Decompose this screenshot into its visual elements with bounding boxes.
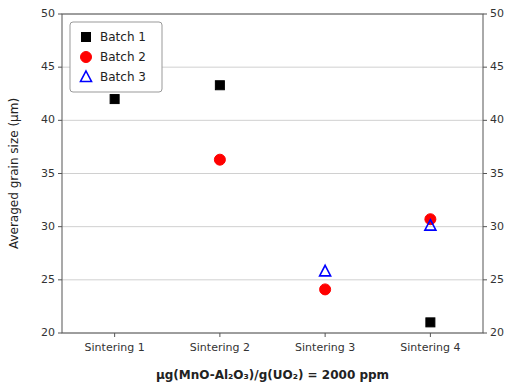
x-axis-label: μg(MnO-Al₂O₃)/g(UO₂) = 2000 ppm <box>156 368 389 382</box>
y2-tick <box>483 120 487 121</box>
y2-tick <box>483 67 487 68</box>
y2-tick <box>483 279 487 280</box>
x-tick <box>114 333 115 337</box>
y-tick-label: 50 <box>41 7 55 20</box>
y-tick <box>58 67 62 68</box>
y2-tick <box>483 14 487 15</box>
y-tick <box>58 120 62 121</box>
grid-line <box>62 226 483 227</box>
y2-tick <box>483 333 487 334</box>
point <box>426 318 435 327</box>
point <box>214 154 225 165</box>
y-tick-label: 30 <box>41 220 55 233</box>
y-tick-label: 40 <box>41 113 55 126</box>
legend: Batch 1 Batch 2 Batch 3 <box>70 22 162 92</box>
y-tick <box>58 14 62 15</box>
y2-tick-label: 45 <box>490 60 504 73</box>
y2-tick-label: 25 <box>490 273 504 286</box>
series <box>214 154 436 295</box>
legend-box <box>70 22 162 92</box>
axes: 20 25 30 35 40 45 50 20 25 30 35 40 45 50 Sintering 1 S… <box>41 7 504 354</box>
x-tick-label: Sintering 2 <box>190 341 250 354</box>
legend-marker <box>81 71 92 82</box>
y2-tick <box>483 226 487 227</box>
plot-frame <box>62 14 483 333</box>
legend-label: Batch 2 <box>100 50 146 64</box>
x-tick <box>325 333 326 337</box>
x-tick <box>430 333 431 337</box>
x-tick-label: Sintering 4 <box>400 341 460 354</box>
y-tick-label: 25 <box>41 273 55 286</box>
y-tick-label: 45 <box>41 60 55 73</box>
y-tick <box>58 173 62 174</box>
data <box>110 81 436 327</box>
series <box>320 220 436 276</box>
y-tick-label: 20 <box>41 326 55 339</box>
point <box>110 95 119 104</box>
point <box>320 265 331 276</box>
x-tick <box>219 333 220 337</box>
y-tick <box>58 279 62 280</box>
x-tick-label: Sintering 3 <box>295 341 355 354</box>
y2-tick <box>483 173 487 174</box>
point <box>425 220 436 231</box>
legend-label: Batch 3 <box>100 70 146 84</box>
y2-tick-label: 50 <box>490 7 504 20</box>
y-axis-label: Averaged grain size (μm) <box>7 98 21 249</box>
x-tick-label: Sintering 1 <box>85 341 145 354</box>
y2-tick-label: 30 <box>490 220 504 233</box>
y-tick-label: 35 <box>41 167 55 180</box>
series <box>110 81 435 327</box>
y-tick <box>58 226 62 227</box>
legend-label: Batch 1 <box>100 30 146 44</box>
y-tick <box>58 333 62 334</box>
y2-tick-label: 40 <box>490 113 504 126</box>
chart-svg: 20 25 30 35 40 45 50 20 25 30 35 40 45 50 Sintering 1 S… <box>0 0 527 391</box>
grid <box>62 14 483 333</box>
y2-tick-label: 35 <box>490 167 504 180</box>
point <box>215 81 224 90</box>
grid-line <box>62 120 483 121</box>
grid-line <box>62 173 483 174</box>
legend-marker <box>81 52 92 63</box>
legend-marker <box>82 33 91 42</box>
point <box>320 284 331 295</box>
y2-tick-label: 20 <box>490 326 504 339</box>
grid-line <box>62 279 483 280</box>
chart-container: 20 25 30 35 40 45 50 20 25 30 35 40 45 50 Sintering 1 S… <box>0 0 527 391</box>
